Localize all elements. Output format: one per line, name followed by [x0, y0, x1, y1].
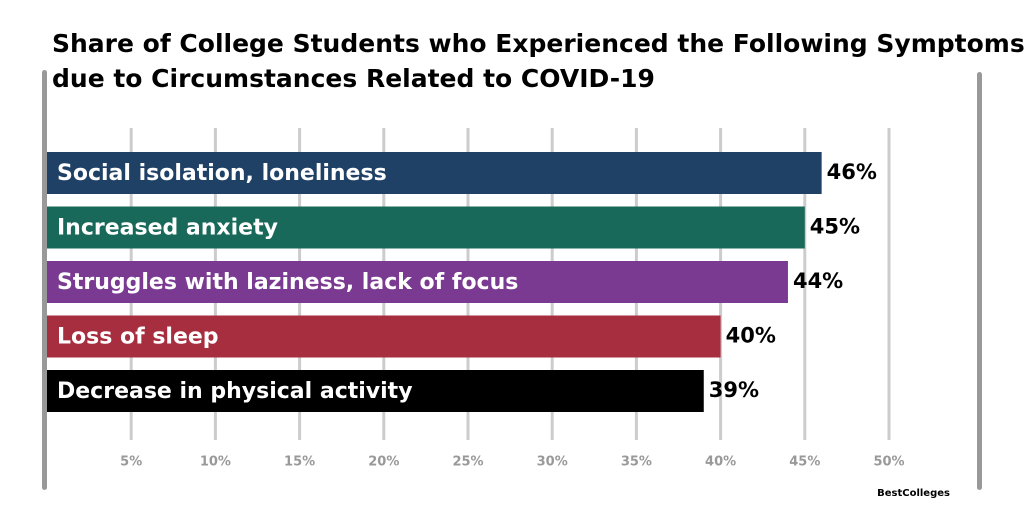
x-tick-label: 45%	[789, 455, 820, 470]
x-tick-label: 40%	[705, 455, 736, 470]
value-label: 40%	[726, 324, 776, 348]
x-tick-label: 25%	[452, 455, 483, 470]
source: BestColleges	[877, 488, 950, 499]
value-label: 46%	[827, 160, 877, 184]
value-label: 44%	[793, 269, 843, 293]
bar	[47, 206, 805, 249]
bar	[47, 261, 788, 303]
frame-left	[42, 70, 47, 490]
value-label: 45%	[810, 215, 860, 239]
x-tick-label: 5%	[120, 455, 142, 470]
category-label: Social isolation, loneliness	[57, 161, 387, 186]
category-label: Struggles with laziness, lack of focus	[57, 270, 518, 295]
x-tick-label: 35%	[621, 455, 652, 470]
x-tick-label: 15%	[284, 455, 315, 470]
x-tick-label: 20%	[368, 455, 399, 470]
x-tick-label: 30%	[537, 455, 568, 470]
frame-right	[977, 72, 982, 490]
value-label: 39%	[709, 378, 759, 402]
bar	[47, 370, 704, 412]
category-label: Loss of sleep	[57, 325, 219, 350]
chart-title: Share of College Students who Experience…	[52, 29, 1024, 93]
category-label: Decrease in physical activity	[57, 379, 413, 404]
category-label: Increased anxiety	[57, 216, 278, 241]
x-tick-label: 50%	[873, 455, 904, 470]
bar	[47, 152, 822, 194]
x-tick-label: 10%	[200, 455, 231, 470]
bar	[47, 315, 721, 358]
